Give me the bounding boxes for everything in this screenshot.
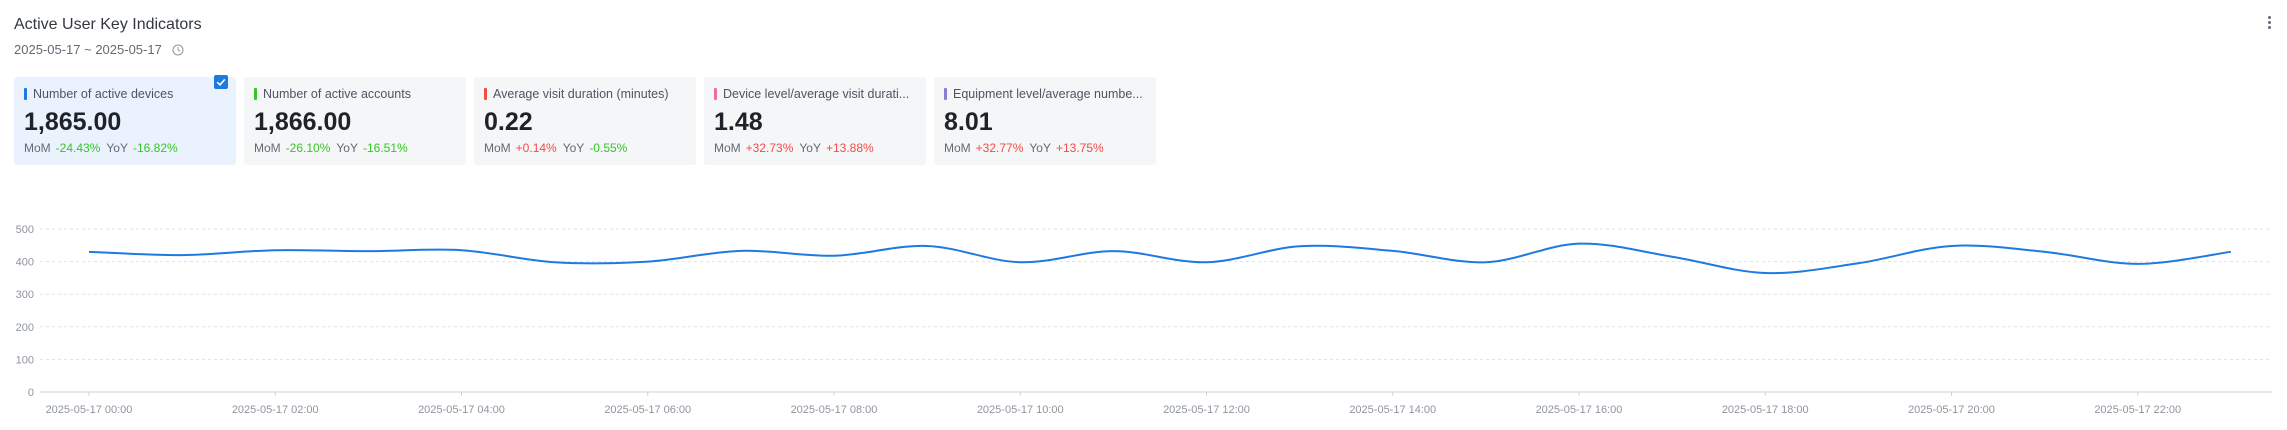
color-marker — [484, 88, 487, 100]
x-tick-label: 2025-05-17 18:00 — [1722, 404, 1809, 416]
mom-value: -24.43% — [55, 141, 101, 155]
x-tick-label: 2025-05-17 16:00 — [1536, 404, 1623, 416]
card-value: 0.22 — [484, 108, 533, 136]
yoy-label: YoY — [336, 141, 358, 155]
mom-value: +32.77% — [975, 141, 1024, 155]
mom-label: MoM — [944, 141, 971, 155]
mom-label: MoM — [714, 141, 741, 155]
yoy-value: -0.55% — [589, 141, 628, 155]
card-name: Device level/average visit durati... — [714, 87, 916, 101]
card-name: Average visit duration (minutes) — [484, 87, 686, 101]
x-tick-label: 2025-05-17 22:00 — [2094, 404, 2181, 416]
x-tick-label: 2025-05-17 02:00 — [232, 404, 319, 416]
indicator-card[interactable]: Device level/average visit durati... 1.4… — [704, 77, 926, 165]
mom-value: +32.73% — [745, 141, 794, 155]
yoy-label: YoY — [1029, 141, 1051, 155]
card-compare: MoM +32.77% YoY +13.75% — [944, 141, 1146, 155]
card-name: Number of active accounts — [254, 87, 456, 101]
mom-value: +0.14% — [515, 141, 557, 155]
x-tick-label: 2025-05-17 00:00 — [46, 404, 133, 416]
card-name: Equipment level/average numbe... — [944, 87, 1146, 101]
card-value: 8.01 — [944, 108, 993, 136]
x-tick-label: 2025-05-17 14:00 — [1349, 404, 1436, 416]
color-marker — [714, 88, 717, 100]
x-tick-label: 2025-05-17 20:00 — [1908, 404, 1995, 416]
y-tick-label: 0 — [28, 387, 34, 399]
yoy-label: YoY — [799, 141, 821, 155]
yoy-value: -16.82% — [132, 141, 178, 155]
mom-label: MoM — [254, 141, 281, 155]
header: Active User Key Indicators 2025-05-17 ~ … — [14, 14, 202, 57]
mom-label: MoM — [484, 141, 511, 155]
color-marker — [254, 88, 257, 100]
indicator-card[interactable]: Number of active devices 1,865.00 MoM -24… — [14, 75, 236, 165]
x-axis-ticks: 2025-05-17 00:00 2025-05-17 02:00 2025-05-… — [46, 392, 2181, 416]
color-marker — [24, 88, 27, 100]
y-tick-label: 500 — [16, 224, 34, 236]
x-tick-label: 2025-05-17 10:00 — [977, 404, 1064, 416]
color-marker — [944, 88, 947, 100]
card-value: 1,865.00 — [24, 108, 122, 136]
x-tick-label: 2025-05-17 12:00 — [1163, 404, 1250, 416]
card-value: 1.48 — [714, 108, 763, 136]
card-compare: MoM -26.10% YoY -16.51% — [254, 141, 456, 155]
clock-icon[interactable] — [172, 44, 184, 56]
mom-label: MoM — [24, 141, 51, 155]
date-range-row: 2025-05-17 ~ 2025-05-17 — [14, 42, 202, 57]
yoy-value: -16.51% — [362, 141, 408, 155]
x-tick-label: 2025-05-17 04:00 — [418, 404, 505, 416]
card-compare: MoM +32.73% YoY +13.88% — [714, 141, 916, 155]
card-value: 1,866.00 — [254, 108, 352, 136]
page-title: Active User Key Indicators — [14, 16, 202, 33]
mom-value: -26.10% — [285, 141, 331, 155]
yoy-value: +13.75% — [1055, 141, 1104, 155]
y-tick-label: 200 — [16, 322, 34, 334]
card-compare: MoM +0.14% YoY -0.55% — [484, 141, 686, 155]
indicator-card[interactable]: Equipment level/average numbe... 8.01 Mo… — [934, 77, 1156, 165]
more-options-icon[interactable] — [2263, 14, 2275, 34]
yoy-value: +13.88% — [825, 141, 874, 155]
yoy-label: YoY — [106, 141, 128, 155]
series-layer — [88, 242, 2232, 275]
yoy-label: YoY — [562, 141, 585, 155]
y-axis-ticks: 0 100 200 300 400 500 — [16, 224, 34, 399]
y-tick-label: 300 — [16, 289, 34, 301]
series-line[interactable] — [88, 242, 2232, 275]
y-tick-label: 400 — [16, 257, 34, 269]
card-name: Number of active devices — [24, 87, 226, 101]
indicator-cards: Number of active devices 1,865.00 MoM -24… — [14, 75, 1164, 165]
checkbox-checked-icon[interactable] — [214, 75, 228, 89]
card-compare: MoM -24.43% YoY -16.82% — [24, 141, 226, 155]
x-tick-label: 2025-05-17 08:00 — [791, 404, 878, 416]
y-tick-label: 100 — [16, 354, 34, 366]
indicator-card[interactable]: Number of active accounts 1,866.00 MoM -2… — [244, 77, 466, 165]
date-range: 2025-05-17 ~ 2025-05-17 — [14, 42, 162, 57]
indicator-card[interactable]: Average visit duration (minutes) 0.22 Mo… — [474, 77, 696, 165]
x-tick-label: 2025-05-17 06:00 — [604, 404, 691, 416]
grid-lines — [40, 228, 2272, 393]
